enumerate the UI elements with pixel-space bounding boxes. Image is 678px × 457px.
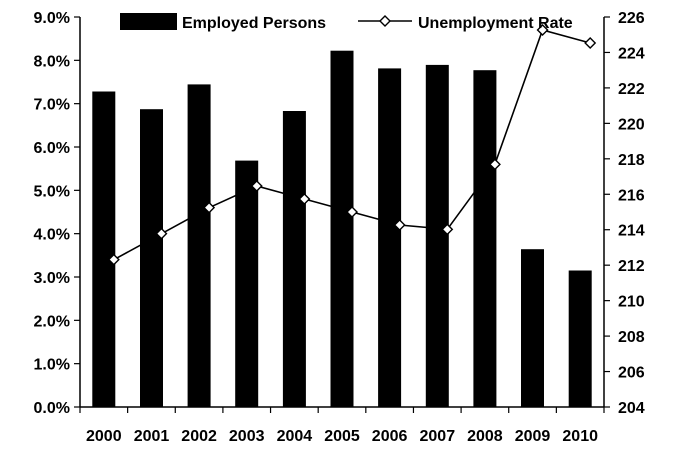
bar-2000 [92,91,116,407]
legend-label-unemployment-rate: Unemployment Rate [418,15,573,32]
left-tick-label: 0.0% [34,400,70,417]
left-tick-label: 2.0% [34,313,70,330]
bar-2005 [330,50,354,407]
left-tick-label: 3.0% [34,270,70,287]
rate-marker-2004 [298,193,311,205]
right-tick-label: 210 [618,294,645,311]
rate-marker-2010 [584,37,597,49]
right-tick-label: 204 [618,400,645,417]
left-tick-label: 8.0% [34,53,70,70]
x-tick-label: 2010 [562,428,598,445]
bar-2001 [140,109,163,407]
bar-2007 [425,64,449,408]
right-tick-label: 220 [618,116,645,133]
right-tick-label: 208 [618,329,645,346]
bars-layer [92,50,592,408]
right-tick-label: 218 [618,152,645,169]
left-tick-label: 5.0% [34,183,70,200]
x-tick-label: 2003 [229,428,265,445]
bar-2004 [282,111,306,407]
right-tick-label: 224 [618,45,645,62]
legend-swatch-employed-persons [120,13,177,30]
left-tick-label: 9.0% [34,10,70,27]
bar-2002 [187,84,211,408]
rate-marker-2009 [536,24,549,36]
legend-marker-unemployment-rate [379,15,391,27]
bar-2009 [521,249,544,407]
rate-marker-2000 [107,253,120,266]
rate-marker-2003 [250,180,263,192]
left-tick-label: 1.0% [34,357,70,374]
bar-2003 [235,160,259,407]
x-tick-label: 2002 [181,428,217,445]
rate-marker-2005 [346,206,358,218]
rate-marker-2008 [488,158,501,171]
right-tick-label: 222 [618,81,645,98]
axes-layer: 0.0% 1.0% 2.0% 3.0% 4.0% 5.0% 6.0% 7.0% 8.0% 9.0%… [34,10,645,445]
rate-marker-2006 [393,219,406,231]
left-tick-label: 6.0% [34,140,70,157]
x-tick-label: 2001 [134,428,170,445]
legend-label-employed-persons: Employed Persons [182,15,326,32]
left-tick-label: 7.0% [34,97,70,114]
rate-marker-2007 [441,223,454,236]
x-tick-label: 2009 [515,428,551,445]
x-tick-label: 2000 [86,428,122,445]
x-tick-label: 2008 [467,428,503,445]
x-tick-label: 2004 [277,428,313,445]
legend: Employed Persons Unemployment Rate [120,13,573,32]
right-tick-label: 214 [618,223,645,240]
bar-2010 [568,270,592,407]
right-tick-label: 216 [618,187,645,204]
right-tick-label: 206 [618,365,645,382]
bar-2006 [378,68,402,408]
line-layer [107,24,597,266]
bar-2008 [473,70,497,407]
right-tick-label: 212 [618,258,645,275]
x-tick-label: 2006 [372,428,408,445]
rate-marker-2001 [155,227,168,240]
left-tick-label: 4.0% [34,227,70,244]
right-tick-label: 226 [618,10,645,27]
x-tick-label: 2005 [324,428,360,445]
x-tick-label: 2007 [420,428,456,445]
rate-marker-2002 [203,201,216,214]
